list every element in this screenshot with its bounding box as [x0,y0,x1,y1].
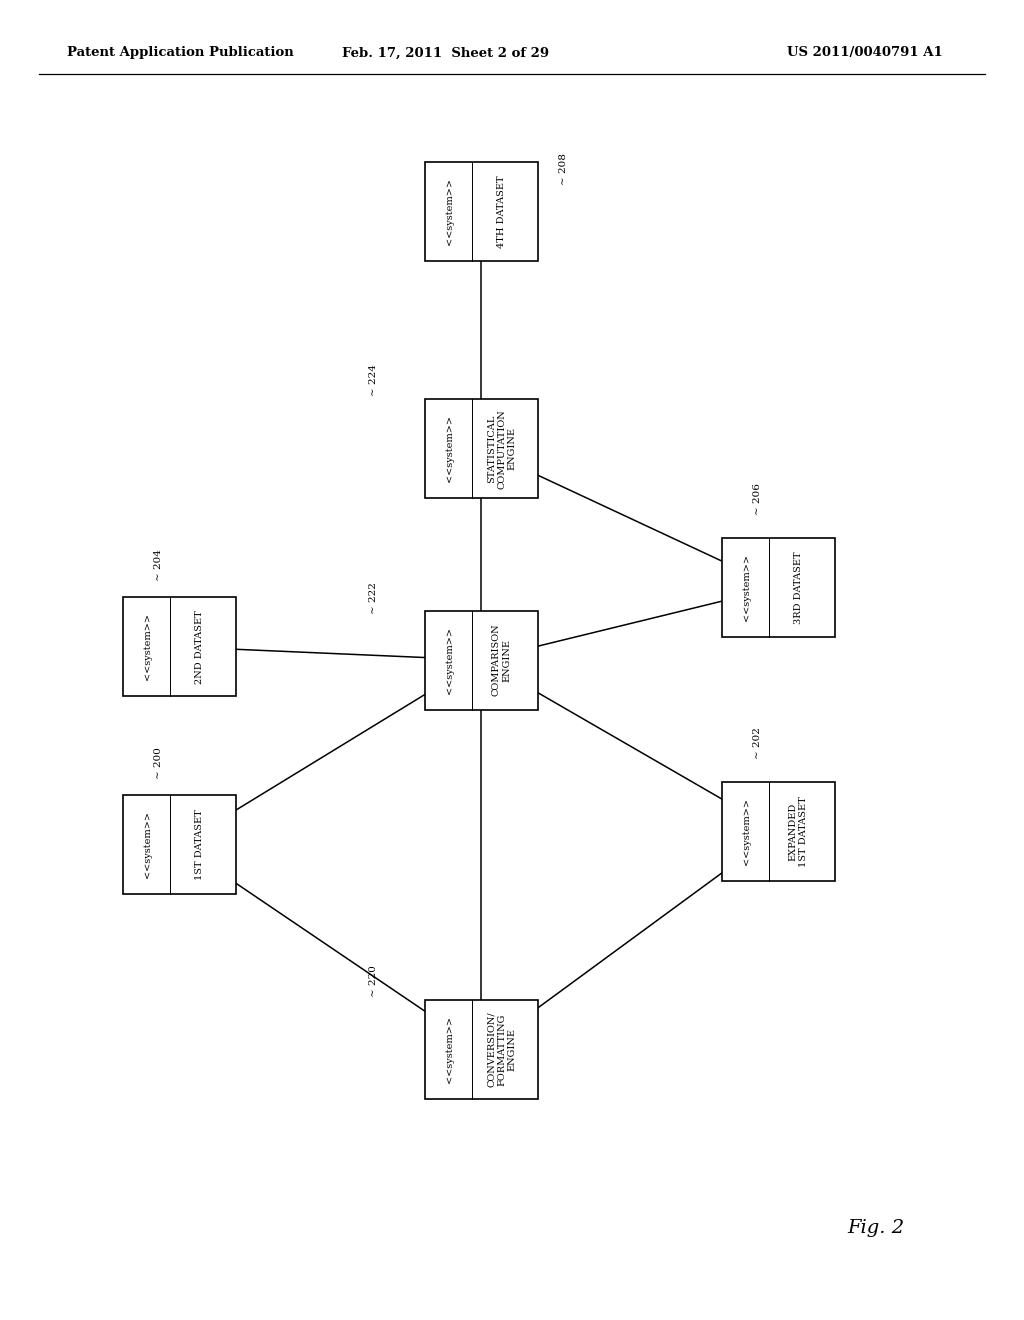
Text: ∼ 224: ∼ 224 [370,364,378,396]
Text: COMPARISON
ENGINE: COMPARISON ENGINE [492,623,511,697]
Text: <<system>>: <<system>> [445,416,455,482]
Bar [722,537,835,636]
Text: <<system>>: <<system>> [143,812,153,878]
Bar [425,610,538,710]
Text: <<system>>: <<system>> [445,178,455,244]
Text: EXPANDED
1ST DATASET: EXPANDED 1ST DATASET [788,796,808,867]
Bar [123,597,236,697]
Text: 3RD DATASET: 3RD DATASET [794,550,803,624]
Bar [425,162,538,261]
Text: ∼ 220: ∼ 220 [370,965,378,997]
Text: US 2011/0040791 A1: US 2011/0040791 A1 [787,46,943,59]
Text: STATISTICAL
COMPUTATION
ENGINE: STATISTICAL COMPUTATION ENGINE [486,409,516,488]
Bar [123,795,236,895]
Text: ∼ 202: ∼ 202 [754,727,762,759]
Bar [722,781,835,882]
Bar [425,1001,538,1098]
Bar [425,399,538,498]
Text: ∼ 206: ∼ 206 [754,483,762,515]
Text: 4TH DATASET: 4TH DATASET [497,174,506,248]
Text: ∼ 222: ∼ 222 [370,582,378,614]
Text: <<system>>: <<system>> [445,1016,455,1082]
Text: <<system>>: <<system>> [445,627,455,693]
Text: 2ND DATASET: 2ND DATASET [195,610,204,684]
Text: <<system>>: <<system>> [742,554,752,620]
Text: <<system>>: <<system>> [742,799,752,865]
Text: Patent Application Publication: Patent Application Publication [67,46,293,59]
Text: <<system>>: <<system>> [143,614,153,680]
Text: CONVERSION/
FORMATTING
ENGINE: CONVERSION/ FORMATTING ENGINE [486,1011,516,1088]
Text: ∼ 204: ∼ 204 [155,549,163,581]
Text: ∼ 200: ∼ 200 [155,747,163,779]
Text: Feb. 17, 2011  Sheet 2 of 29: Feb. 17, 2011 Sheet 2 of 29 [342,46,549,59]
Text: ∼ 208: ∼ 208 [559,153,567,185]
Text: Fig. 2: Fig. 2 [847,1218,904,1237]
Text: 1ST DATASET: 1ST DATASET [195,809,204,880]
